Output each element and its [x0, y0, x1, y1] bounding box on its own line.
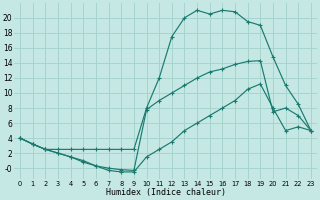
X-axis label: Humidex (Indice chaleur): Humidex (Indice chaleur) [106, 188, 226, 197]
